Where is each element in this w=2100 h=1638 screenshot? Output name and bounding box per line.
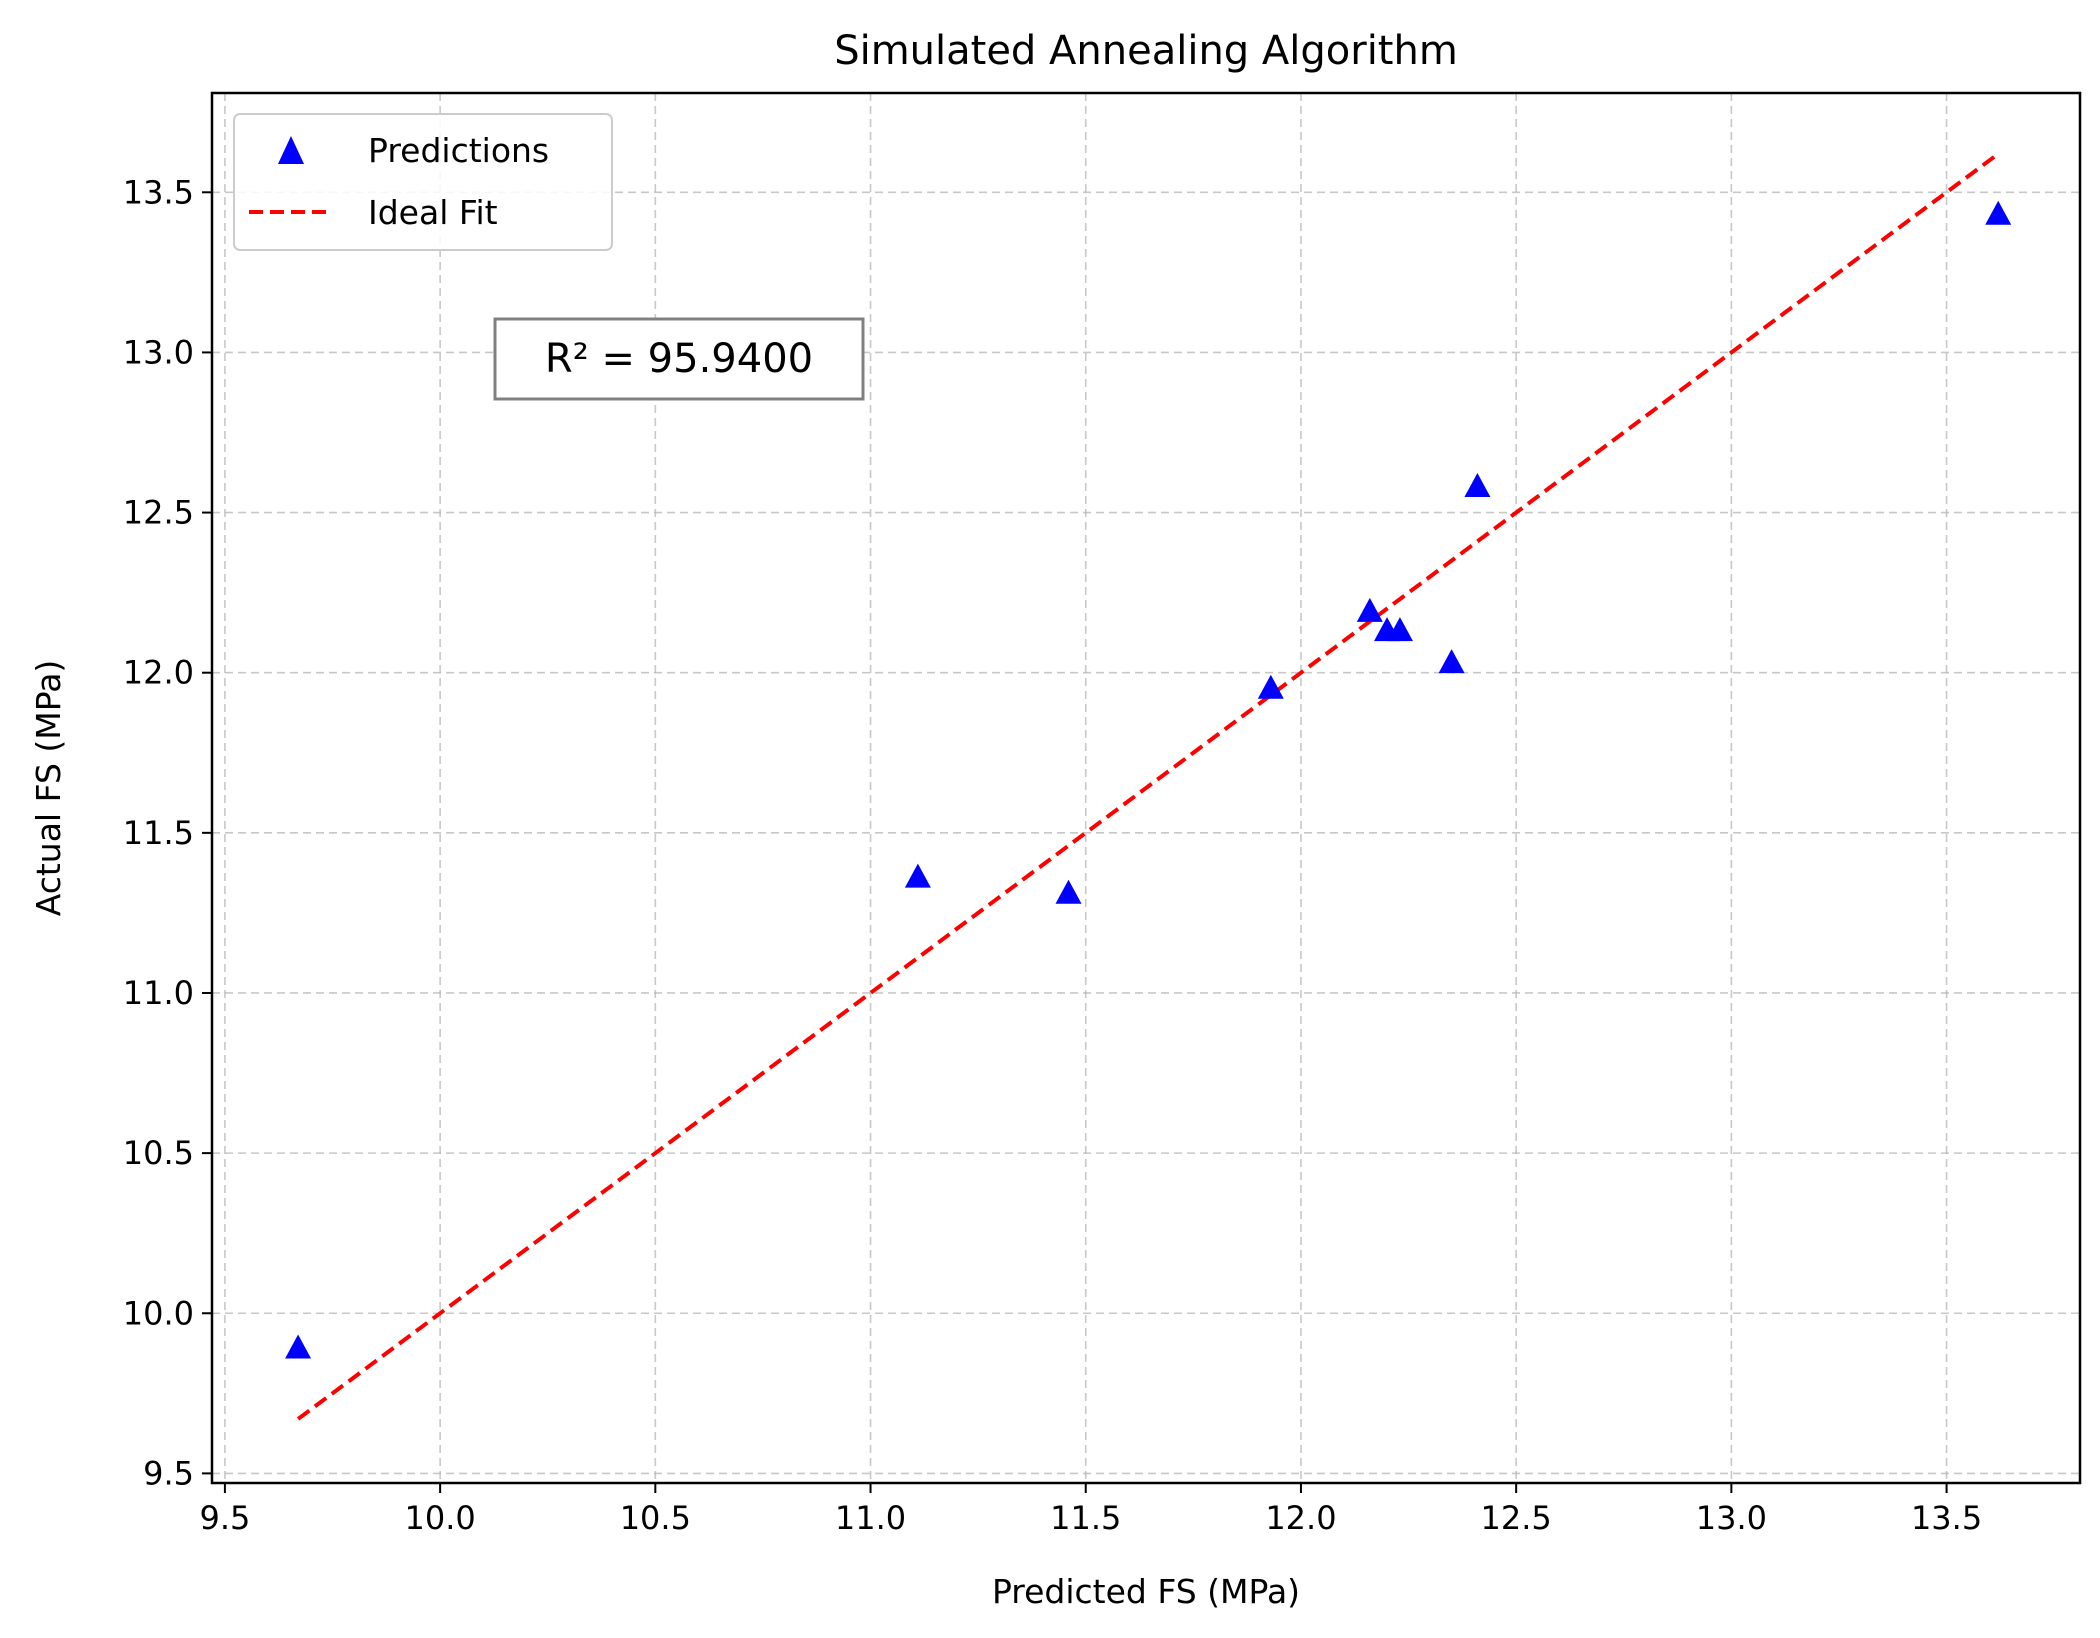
y-tick-label: 10.5 — [123, 1134, 194, 1172]
legend-label-ideal-fit: Ideal Fit — [368, 193, 498, 232]
x-tick-label: 10.0 — [404, 1499, 475, 1537]
annotation-text: R² = 95.9400 — [545, 336, 813, 382]
plot-frame — [210, 91, 2082, 1485]
prediction-point — [1356, 597, 1383, 622]
x-tick-label: 13.5 — [1911, 1499, 1982, 1537]
chart-title: Simulated Annealing Algorithm — [834, 28, 1458, 74]
x-tick-label: 9.5 — [199, 1499, 250, 1537]
x-tick-label: 10.5 — [620, 1499, 691, 1537]
ideal-fit-layer — [296, 152, 2000, 1421]
prediction-point — [1464, 472, 1491, 497]
x-axis-ticks: 9.5 10.0 10.5 11.0 11.5 12.0 12.5 13.0 13.5 — [199, 1483, 1982, 1537]
y-tick-label: 11.5 — [123, 814, 194, 852]
y-axis-ticks: 9.5 10.0 10.5 11.0 11.5 12.0 12.5 13.0 13.5 — [123, 173, 212, 1492]
x-tick-label: 11.0 — [835, 1499, 906, 1537]
x-tick-label: 11.5 — [1050, 1499, 1121, 1537]
prediction-point — [1055, 879, 1082, 904]
y-tick-label: 12.5 — [123, 494, 194, 532]
x-tick-label: 13.0 — [1696, 1499, 1767, 1537]
legend-box — [233, 113, 613, 251]
r-squared-annotation: R² = 95.9400 — [493, 317, 865, 401]
prediction-points — [285, 200, 2012, 1359]
legend-label-predictions: Predictions — [368, 131, 549, 170]
prediction-point — [1386, 617, 1413, 642]
ideal-fit-line — [296, 152, 2000, 1421]
prediction-point — [1257, 674, 1284, 699]
y-tick-label: 10.0 — [123, 1294, 194, 1332]
y-tick-label: 11.0 — [123, 974, 194, 1012]
legend: Predictions Ideal Fit — [233, 113, 613, 251]
prediction-point — [285, 1334, 312, 1359]
y-tick-label: 13.5 — [123, 173, 194, 211]
prediction-point — [904, 863, 931, 888]
y-axis-label: Actual FS (MPa) — [29, 660, 68, 917]
annotation-box — [493, 317, 865, 401]
grid-lines — [212, 93, 2080, 1483]
x-axis-label: Predicted FS (MPa) — [992, 1572, 1300, 1611]
legend-triangle-marker-icon — [278, 136, 304, 164]
prediction-point — [1438, 649, 1465, 674]
x-tick-label: 12.5 — [1481, 1499, 1552, 1537]
y-tick-label: 9.5 — [143, 1454, 194, 1492]
y-tick-label: 13.0 — [123, 333, 194, 371]
x-tick-label: 12.0 — [1265, 1499, 1336, 1537]
prediction-point — [1985, 200, 2012, 225]
y-tick-label: 12.0 — [123, 654, 194, 692]
